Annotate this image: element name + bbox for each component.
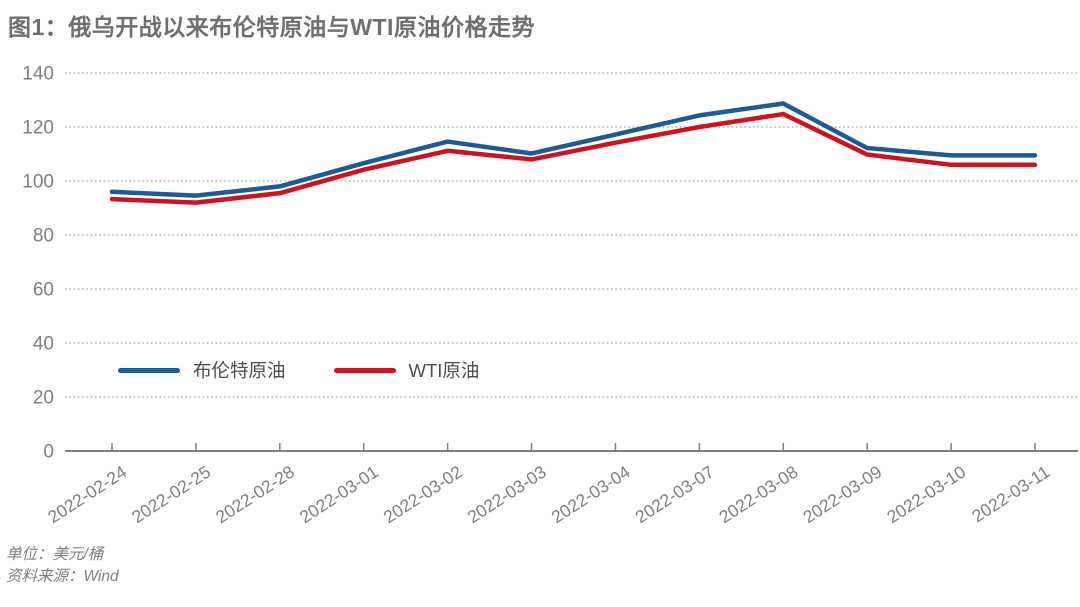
price-line-chart: 0204060801001201402022-02-242022-02-2520… — [22, 64, 1078, 528]
footnotes: 单位：美元/桶 资料来源：Wind — [6, 544, 119, 588]
svg-text:140: 140 — [22, 64, 54, 85]
svg-text:120: 120 — [22, 118, 54, 139]
legend-item-brent: 布伦特原油 — [118, 357, 286, 383]
svg-text:2022-03-10: 2022-03-10 — [883, 461, 969, 527]
svg-text:40: 40 — [33, 334, 54, 355]
svg-text:100: 100 — [22, 172, 54, 193]
brent-line-swatch — [118, 367, 180, 373]
svg-text:2022-03-09: 2022-03-09 — [799, 462, 885, 528]
svg-text:60: 60 — [33, 280, 54, 301]
unit-note: 单位：美元/桶 — [6, 546, 104, 563]
wti-line-swatch — [333, 367, 396, 373]
svg-text:2022-03-07: 2022-03-07 — [632, 462, 718, 528]
svg-text:2022-03-04: 2022-03-04 — [548, 461, 634, 527]
chart-title: 图1：俄乌开战以来布伦特原油与WTI原油价格走势 — [8, 14, 535, 40]
svg-text:2022-03-11: 2022-03-11 — [968, 462, 1053, 527]
svg-text:2022-03-02: 2022-03-02 — [380, 462, 466, 528]
svg-text:80: 80 — [33, 226, 54, 247]
legend-label-brent: 布伦特原油 — [193, 360, 286, 381]
legend-item-wti: WTI原油 — [333, 357, 480, 383]
svg-text:2022-03-08: 2022-03-08 — [715, 462, 801, 528]
svg-text:20: 20 — [33, 388, 54, 409]
legend-label-wti: WTI原油 — [408, 360, 480, 381]
svg-text:2022-02-24: 2022-02-24 — [44, 461, 130, 527]
source-note: 资料来源：Wind — [6, 568, 119, 585]
svg-text:2022-03-01: 2022-03-01 — [296, 462, 382, 528]
chart-legend: 布伦特原油 WTI原油 — [118, 357, 479, 383]
svg-text:2022-02-25: 2022-02-25 — [128, 462, 214, 528]
svg-text:0: 0 — [43, 442, 54, 463]
svg-text:2022-02-28: 2022-02-28 — [212, 462, 298, 528]
svg-text:2022-03-03: 2022-03-03 — [464, 462, 550, 528]
